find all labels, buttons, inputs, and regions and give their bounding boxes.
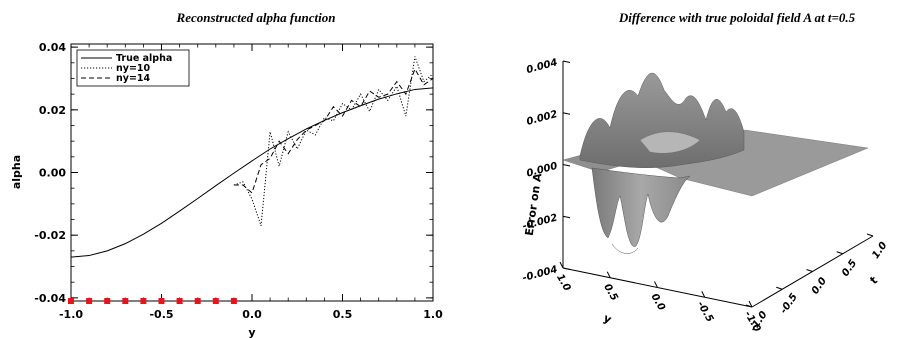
grid-point-marker <box>158 298 165 304</box>
y3d-tick <box>701 291 706 298</box>
right-chart-title: Difference with true poloidal field A at… <box>618 10 856 25</box>
grid-point-marker <box>86 298 93 304</box>
grid-point-marker <box>68 298 74 304</box>
grid-point-marker <box>122 298 129 304</box>
surface-positive-ridges <box>579 72 745 168</box>
z-tick-label: -0.004 <box>521 264 558 284</box>
left-y-tick-label: -0.02 <box>34 229 66 242</box>
left-x-tick-label: 0.0 <box>242 308 262 321</box>
left-x-axis-label: y <box>248 326 255 338</box>
legend-label-ny14: ny=14 <box>116 73 151 84</box>
y3d-tick-label: -0.5 <box>695 300 715 324</box>
grid-point-marker <box>230 298 237 304</box>
right-t-axis-label: t <box>868 274 880 287</box>
y3d-tick <box>654 281 658 288</box>
y3d-tick-label: 1.0 <box>554 272 572 293</box>
grid-point-marker <box>140 298 147 304</box>
y3d-tick <box>559 261 564 269</box>
right-ticks <box>559 60 874 308</box>
z-tick <box>562 60 571 63</box>
surface-center-ridge <box>639 131 701 154</box>
left-series <box>70 56 434 258</box>
left-x-tick-labels: -1.0 -0.5 0.0 0.5 1.0 <box>59 308 443 321</box>
left-x-tick-label: -1.0 <box>59 308 83 321</box>
z-tick-label: 0.004 <box>525 57 558 76</box>
y3d-tick-label: 0.0 <box>648 292 666 313</box>
t-tick-label: 1.0 <box>870 240 889 261</box>
t-tick <box>745 304 753 308</box>
legend-label-ny10: ny=10 <box>116 63 151 74</box>
left-y-tick-label: 0.00 <box>39 167 66 180</box>
series-line-0 <box>70 87 434 258</box>
t-tick <box>836 251 843 255</box>
z-tick <box>562 267 571 270</box>
grid-point-marker <box>194 298 201 304</box>
t-tick-label: 0.5 <box>840 258 859 279</box>
left-x-tick-label: 0.5 <box>333 308 353 321</box>
t-tick-label: 0.0 <box>810 276 829 297</box>
surface-negative-troughs <box>591 167 691 247</box>
grid-point-marker <box>104 298 111 304</box>
series-line-2 <box>233 67 434 194</box>
legend: True alpha ny=10 ny=14 <box>76 49 190 87</box>
t-tick <box>776 286 783 290</box>
left-y-axis-label: alpha <box>10 155 23 189</box>
t-tick-labels: -1.0-0.50.00.51.0 <box>748 240 889 334</box>
y3d-tick-label: 0.5 <box>601 282 619 303</box>
grid-point-marker <box>176 298 183 304</box>
y3d-tick <box>748 300 753 308</box>
grid-point-marker <box>212 298 219 304</box>
left-y-tick-label: -0.04 <box>34 292 66 305</box>
left-y-tick-label: 0.02 <box>39 104 66 117</box>
legend-label-true-alpha: True alpha <box>116 53 172 64</box>
surface-trough-edge <box>611 243 639 254</box>
error-surface <box>562 72 869 254</box>
right-chart: Difference with true poloidal field A at… <box>521 10 889 334</box>
right-y-axis-label: y <box>601 311 613 326</box>
z-tick <box>562 112 571 115</box>
t-tick-label: -0.5 <box>778 292 800 316</box>
z-tick <box>562 164 571 167</box>
left-x-tick-label: 1.0 <box>423 308 443 321</box>
left-x-tick-label: -0.5 <box>149 308 173 321</box>
t-tick <box>806 269 813 272</box>
z-tick-label: 0.002 <box>525 109 558 128</box>
left-y-tick-label: 0.04 <box>39 41 66 54</box>
left-chart: Reconstructed alpha function -1.0 -0.5 0.0… <box>10 10 443 338</box>
y3d-tick <box>606 271 611 278</box>
left-chart-title: Reconstructed alpha function <box>176 10 336 25</box>
t-tick <box>866 233 874 237</box>
series-line-1 <box>233 56 434 226</box>
legend-box <box>76 49 190 87</box>
z-tick <box>562 215 571 219</box>
left-y-tick-labels: -0.04 -0.02 0.00 0.02 0.04 <box>34 41 66 305</box>
left-markers <box>68 298 237 304</box>
